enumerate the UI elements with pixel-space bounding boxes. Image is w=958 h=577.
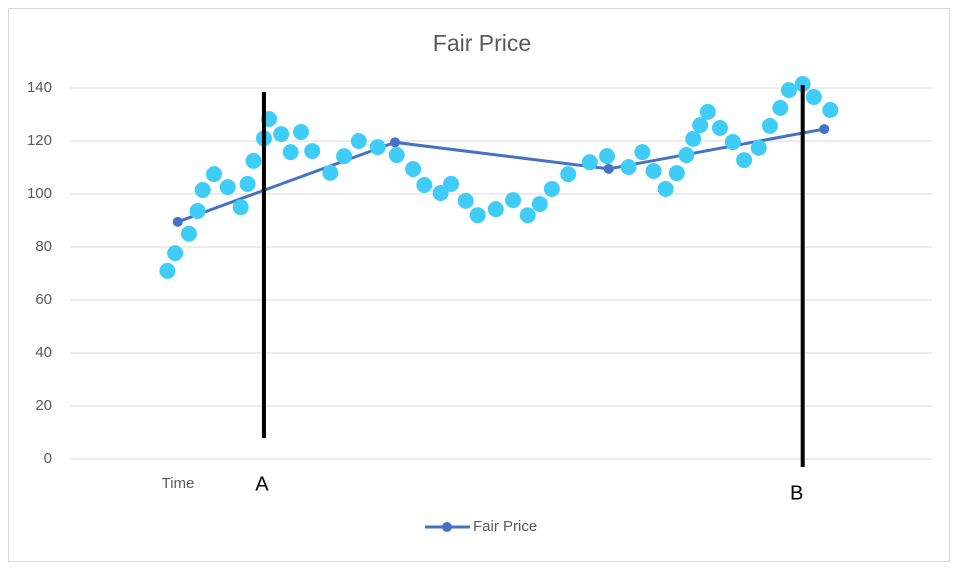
y-tick-label: 140 xyxy=(27,79,52,96)
marker xyxy=(581,154,598,171)
marker xyxy=(167,245,184,262)
marker xyxy=(369,139,386,156)
marker xyxy=(819,124,830,135)
marker xyxy=(336,148,353,165)
marker xyxy=(205,166,222,183)
marker xyxy=(322,164,339,181)
y-tick-label: 100 xyxy=(27,185,52,202)
y-tick-label: 0 xyxy=(44,450,52,467)
legend-marker xyxy=(442,522,452,532)
marker xyxy=(805,89,822,106)
marker xyxy=(772,99,789,116)
marker xyxy=(443,175,460,192)
marker xyxy=(239,175,256,192)
marker xyxy=(469,207,486,224)
y-tick-label: 60 xyxy=(35,291,52,308)
marker xyxy=(699,103,716,120)
y-tick-label: 80 xyxy=(35,238,52,255)
chart-frame xyxy=(8,8,950,562)
marker xyxy=(432,184,449,201)
marker xyxy=(645,162,662,179)
marker xyxy=(194,182,211,199)
marker xyxy=(603,163,614,174)
marker xyxy=(189,202,206,219)
y-tick-label: 20 xyxy=(35,397,52,414)
marker xyxy=(822,101,839,118)
marker xyxy=(750,139,767,156)
marker xyxy=(487,201,504,218)
marker xyxy=(273,126,290,143)
marker xyxy=(293,123,310,140)
x-axis-label: Time xyxy=(162,475,195,492)
marker xyxy=(531,196,548,213)
marker xyxy=(794,76,811,93)
marker xyxy=(685,130,702,147)
marker xyxy=(543,180,560,197)
marker xyxy=(232,199,249,216)
marker xyxy=(416,176,433,193)
annotation-label: B xyxy=(790,482,803,504)
marker xyxy=(304,143,321,160)
marker xyxy=(519,207,536,224)
marker xyxy=(668,165,685,182)
chart-title: Fair Price xyxy=(433,30,531,56)
y-tick-label: 120 xyxy=(27,132,52,149)
marker xyxy=(180,225,197,242)
marker xyxy=(736,152,753,169)
marker xyxy=(350,133,367,149)
marker xyxy=(780,82,797,99)
marker xyxy=(245,152,262,169)
marker xyxy=(389,137,400,148)
marker xyxy=(219,179,236,196)
marker xyxy=(634,144,651,161)
marker xyxy=(159,262,176,279)
marker xyxy=(692,117,709,134)
marker xyxy=(678,147,695,164)
marker xyxy=(560,166,577,183)
marker xyxy=(724,134,741,151)
marker xyxy=(505,192,522,209)
legend-label: Fair Price xyxy=(473,518,537,535)
marker xyxy=(172,216,183,227)
marker xyxy=(620,158,637,175)
marker xyxy=(599,148,616,165)
marker xyxy=(405,161,422,178)
line xyxy=(177,127,825,224)
marker xyxy=(457,192,474,209)
marker xyxy=(761,117,778,134)
marker xyxy=(711,120,728,137)
marker xyxy=(282,144,299,161)
marker xyxy=(388,147,405,164)
marker xyxy=(657,180,674,197)
y-tick-label: 40 xyxy=(35,344,52,361)
annotation-label: A xyxy=(255,473,269,495)
